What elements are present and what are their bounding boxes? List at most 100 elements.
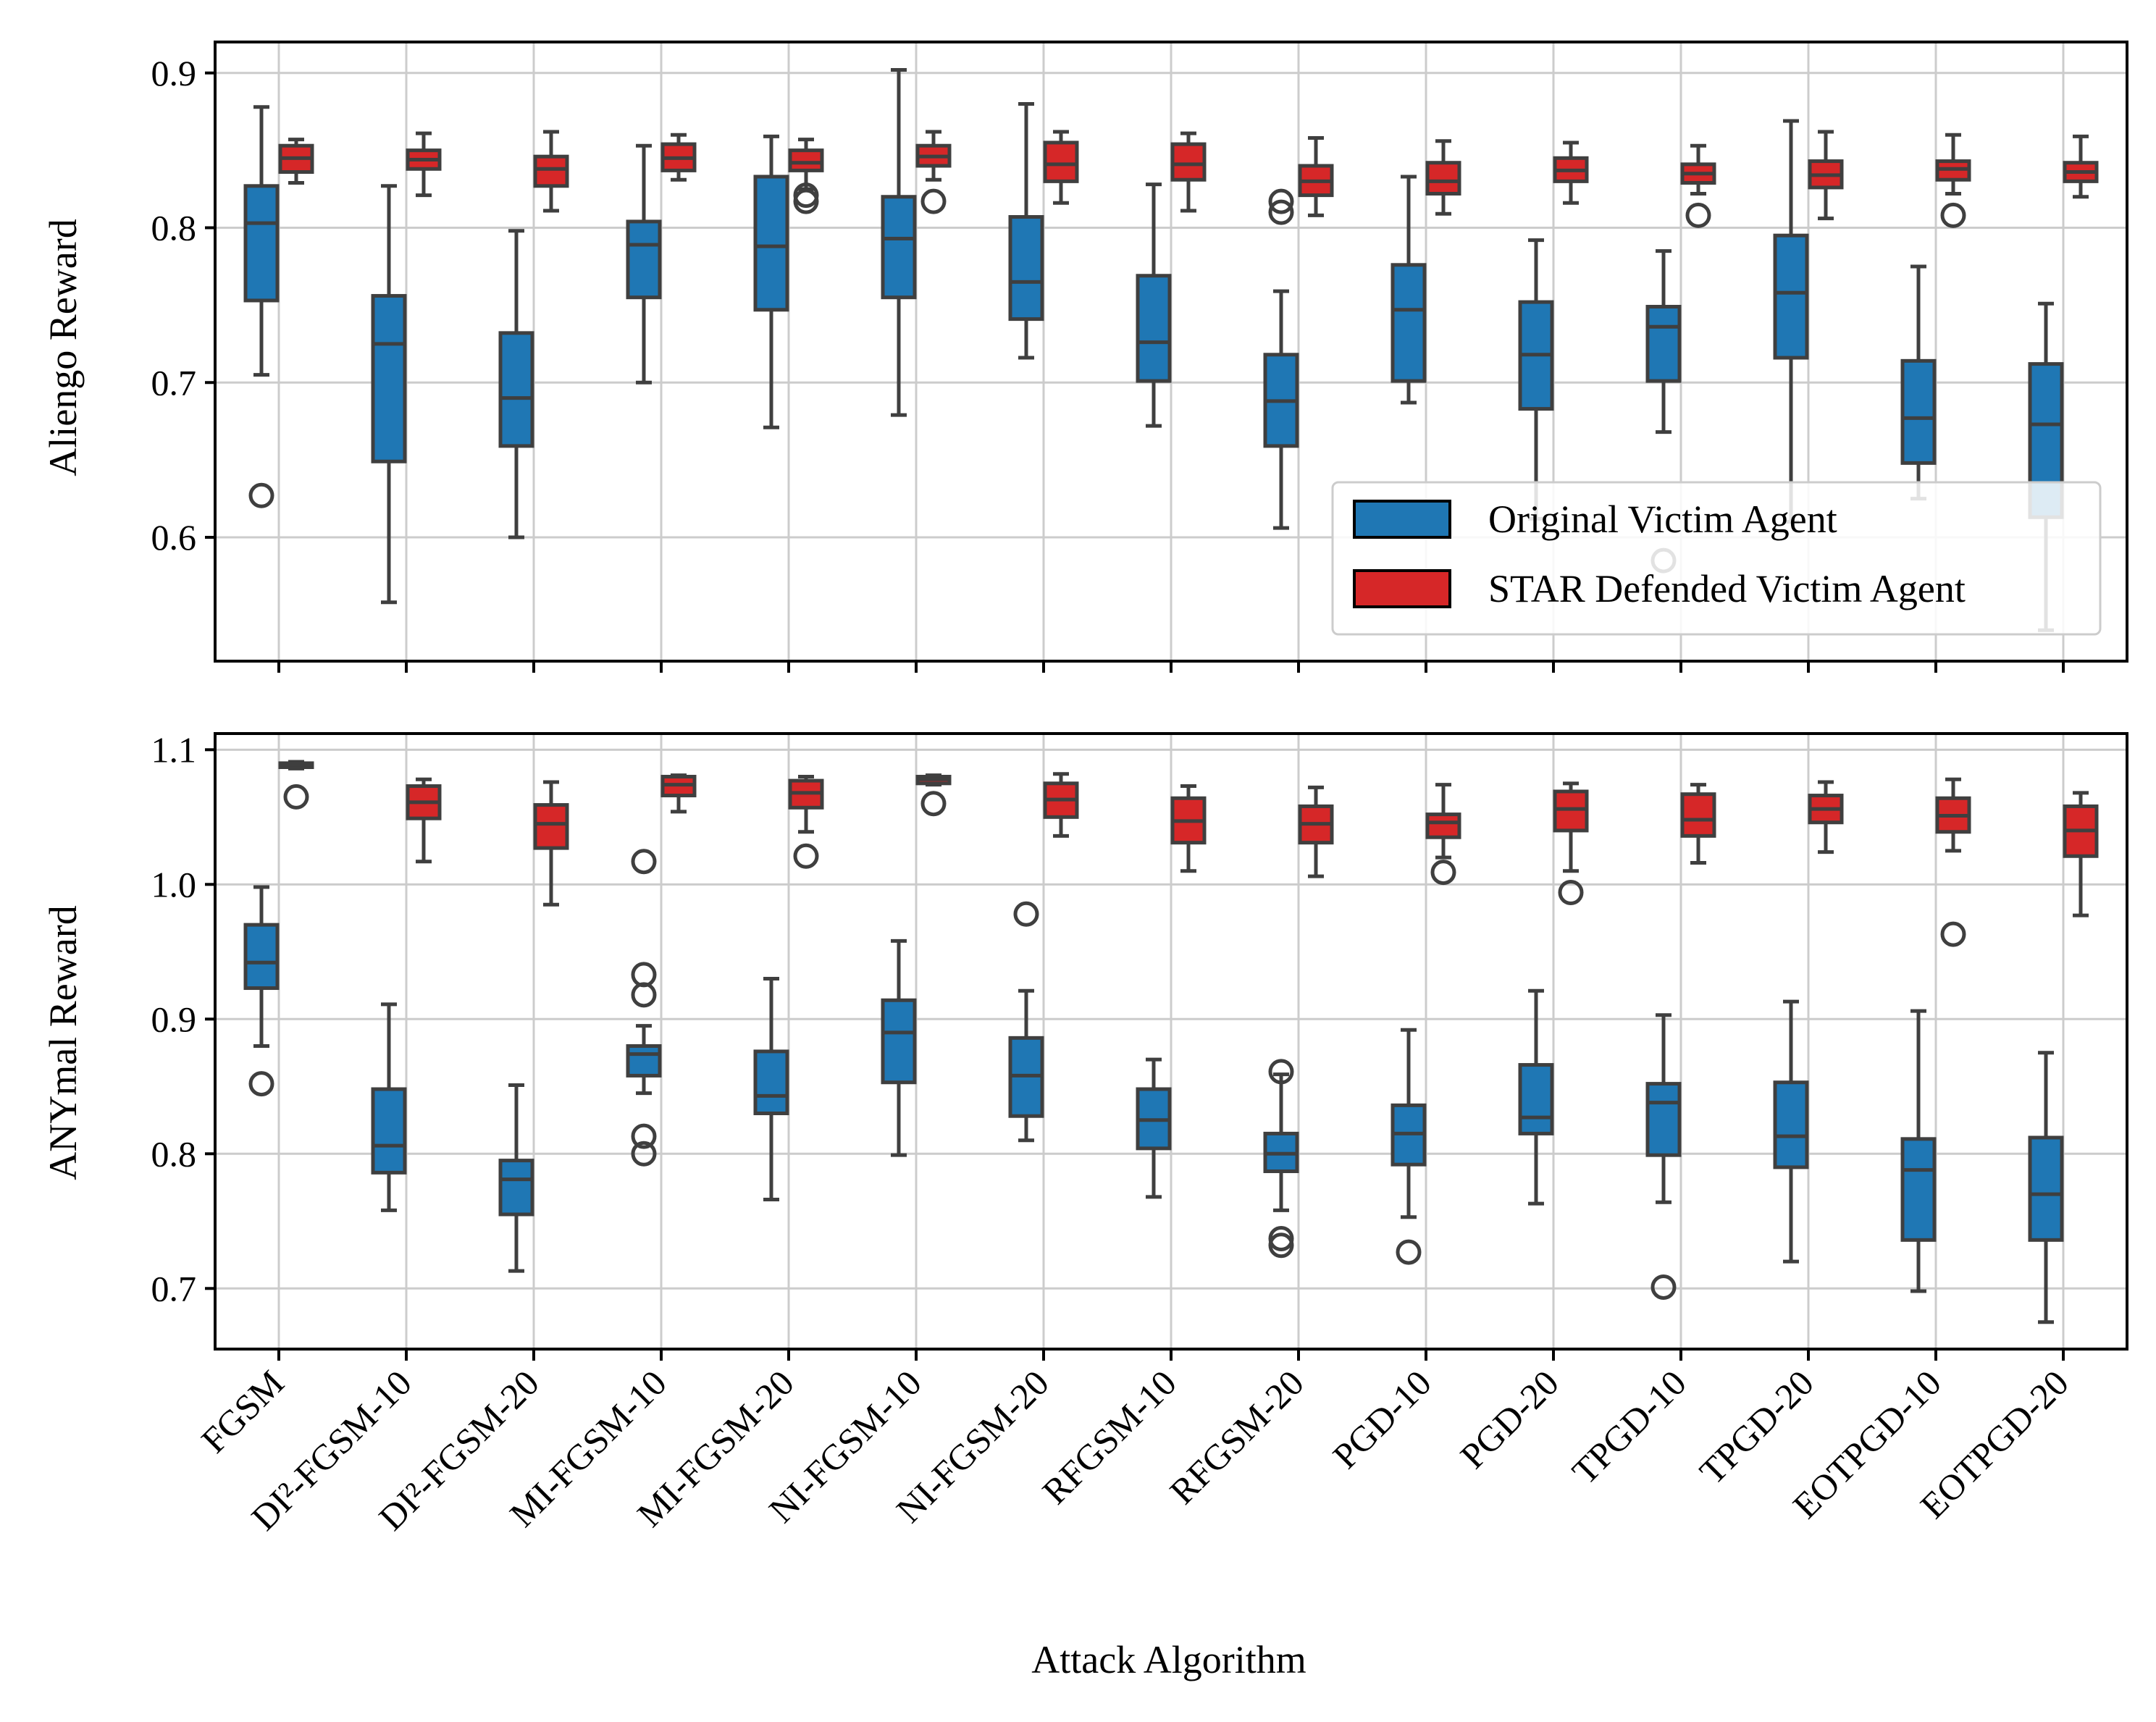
aliengo-original-box-di-fgsm-10 <box>371 184 407 605</box>
anymal-original-box-pgd-10 <box>1391 1028 1427 1265</box>
legend-swatch-star <box>1353 569 1451 608</box>
box-body <box>243 184 280 303</box>
anymal-boxes <box>243 760 2099 1324</box>
box-body <box>1170 142 1207 182</box>
box-body <box>1680 792 1716 838</box>
aliengo-y-tick-label: 0.6 <box>151 517 197 558</box>
anymal-original-box-di-fgsm-10 <box>371 1002 407 1212</box>
aliengo-star-box-pgd-20 <box>1553 140 1589 205</box>
anymal-star-box-pgd-10 <box>1425 783 1461 886</box>
x-axis-title: Attack Algorithm <box>1031 1638 1306 1681</box>
box-body <box>753 175 789 312</box>
anymal-star-box-rfgsm-10 <box>1170 784 1207 873</box>
outlier-point <box>793 843 819 869</box>
anymal-star-box-ni-fgsm-10 <box>915 773 952 817</box>
box-body <box>1645 305 1682 383</box>
anymal-y-tick-label: 0.8 <box>151 1133 197 1174</box>
box-body <box>243 923 280 991</box>
box-body <box>1773 233 1809 360</box>
aliengo-y-axis-title: Aliengo Reward <box>41 219 85 476</box>
aliengo-original-box-ni-fgsm-10 <box>881 67 917 417</box>
anymal-original-box-rfgsm-10 <box>1136 1057 1172 1199</box>
aliengo-star-box-eotpgd-20 <box>2063 134 2099 199</box>
aliengo-original-box-mi-fgsm-20 <box>753 134 789 429</box>
aliengo-star-box-pgd-10 <box>1425 139 1461 216</box>
outlier-point <box>248 1071 274 1097</box>
anymal-original-box-rfgsm-20 <box>1263 1059 1299 1259</box>
anymal-star-box-mi-fgsm-20 <box>788 775 824 869</box>
aliengo-y-tick-label: 0.7 <box>151 362 197 403</box>
anymal-original-box-mi-fgsm-20 <box>753 977 789 1202</box>
box-body <box>533 154 569 188</box>
outlier-point <box>1430 860 1456 886</box>
outlier-point <box>1268 199 1294 225</box>
aliengo-x-ticks <box>277 661 2065 673</box>
anymal-y-tick-label: 0.9 <box>151 999 197 1039</box>
box-body <box>788 148 824 172</box>
outlier-point <box>1013 901 1039 927</box>
aliengo-original-box-pgd-10 <box>1391 175 1427 405</box>
outlier-point <box>1268 1225 1294 1251</box>
legend-swatch-original <box>1353 500 1451 539</box>
aliengo-y-axis: 0.6 0.7 0.8 0.9 <box>151 53 215 558</box>
outlier-point <box>1396 1239 1422 1265</box>
anymal-original-box-eotpgd-10 <box>1900 1009 1937 1293</box>
anymal-y-axis-title: ANYmal Reward <box>41 905 85 1180</box>
anymal-star-box-eotpgd-10 <box>1935 777 1971 947</box>
box-body <box>753 1049 789 1116</box>
anymal-original-box-ni-fgsm-10 <box>881 938 917 1157</box>
aliengo-star-box-ni-fgsm-20 <box>1043 130 1079 205</box>
box-body <box>1518 1063 1554 1135</box>
aliengo-original-box-mi-fgsm-10 <box>626 143 662 385</box>
anymal-star-box-pgd-20 <box>1553 781 1589 905</box>
aliengo-star-box-ni-fgsm-10 <box>915 130 952 214</box>
anymal-star-box-rfgsm-20 <box>1298 785 1334 878</box>
anymal-original-box-tpgd-20 <box>1773 999 1809 1264</box>
aliengo-original-box-fgsm <box>243 105 280 508</box>
anymal-star-box-tpgd-10 <box>1680 783 1716 865</box>
outlier-point <box>920 188 947 214</box>
outlier-point <box>631 982 657 1008</box>
anymal-star-box-di-fgsm-10 <box>406 777 442 864</box>
outlier-point <box>631 1123 657 1149</box>
aliengo-original-box-eotpgd-10 <box>1900 264 1937 501</box>
anymal-original-box-ni-fgsm-20 <box>1008 901 1044 1143</box>
aliengo-boxes <box>243 67 2099 632</box>
aliengo-star-box-mi-fgsm-20 <box>788 138 824 214</box>
box-body <box>1645 1082 1682 1157</box>
anymal-original-box-pgd-20 <box>1518 988 1554 1206</box>
aliengo-original-box-ni-fgsm-20 <box>1008 102 1044 360</box>
anymal-original-box-eotpgd-20 <box>2028 1051 2064 1324</box>
box-body <box>881 195 917 300</box>
anymal-y-tick-label: 0.7 <box>151 1268 197 1309</box>
aliengo-star-box-tpgd-20 <box>1808 130 1844 221</box>
outlier-point <box>1940 202 1966 228</box>
legend: Original Victim Agent STAR Defended Vict… <box>1331 481 2102 636</box>
box-body <box>1773 1080 1809 1169</box>
outlier-point <box>1558 879 1584 905</box>
aliengo-y-tick-label: 0.9 <box>151 53 197 93</box>
box-body <box>371 294 407 463</box>
anymal-x-ticks <box>277 1349 2065 1361</box>
anymal-star-box-mi-fgsm-10 <box>660 773 697 814</box>
box-body <box>1553 789 1589 833</box>
legend-frame <box>1331 481 2102 636</box>
anymal-original-box-mi-fgsm-10 <box>626 849 662 1167</box>
box-body <box>1900 1137 1937 1242</box>
box-body <box>498 331 534 448</box>
box-body <box>626 219 662 300</box>
anymal-y-tick-label: 1.0 <box>151 864 197 904</box>
anymal-star-box-tpgd-20 <box>1808 780 1844 854</box>
aliengo-star-box-di-fgsm-10 <box>406 131 442 198</box>
outlier-point <box>1940 921 1966 947</box>
box-body <box>1425 812 1461 839</box>
outlier-point <box>1268 1232 1294 1259</box>
aliengo-star-box-tpgd-10 <box>1680 143 1716 228</box>
legend-label-star: STAR Defended Victim Agent <box>1488 567 1966 610</box>
aliengo-panel: 0.6 0.7 0.8 0.9 Aliengo Reward Original Vic… <box>41 41 2128 673</box>
anymal-y-tick-label: 1.1 <box>151 729 197 770</box>
box-body <box>1136 274 1172 383</box>
outlier-point <box>1268 188 1294 214</box>
anymal-original-box-di-fgsm-20 <box>498 1083 534 1273</box>
